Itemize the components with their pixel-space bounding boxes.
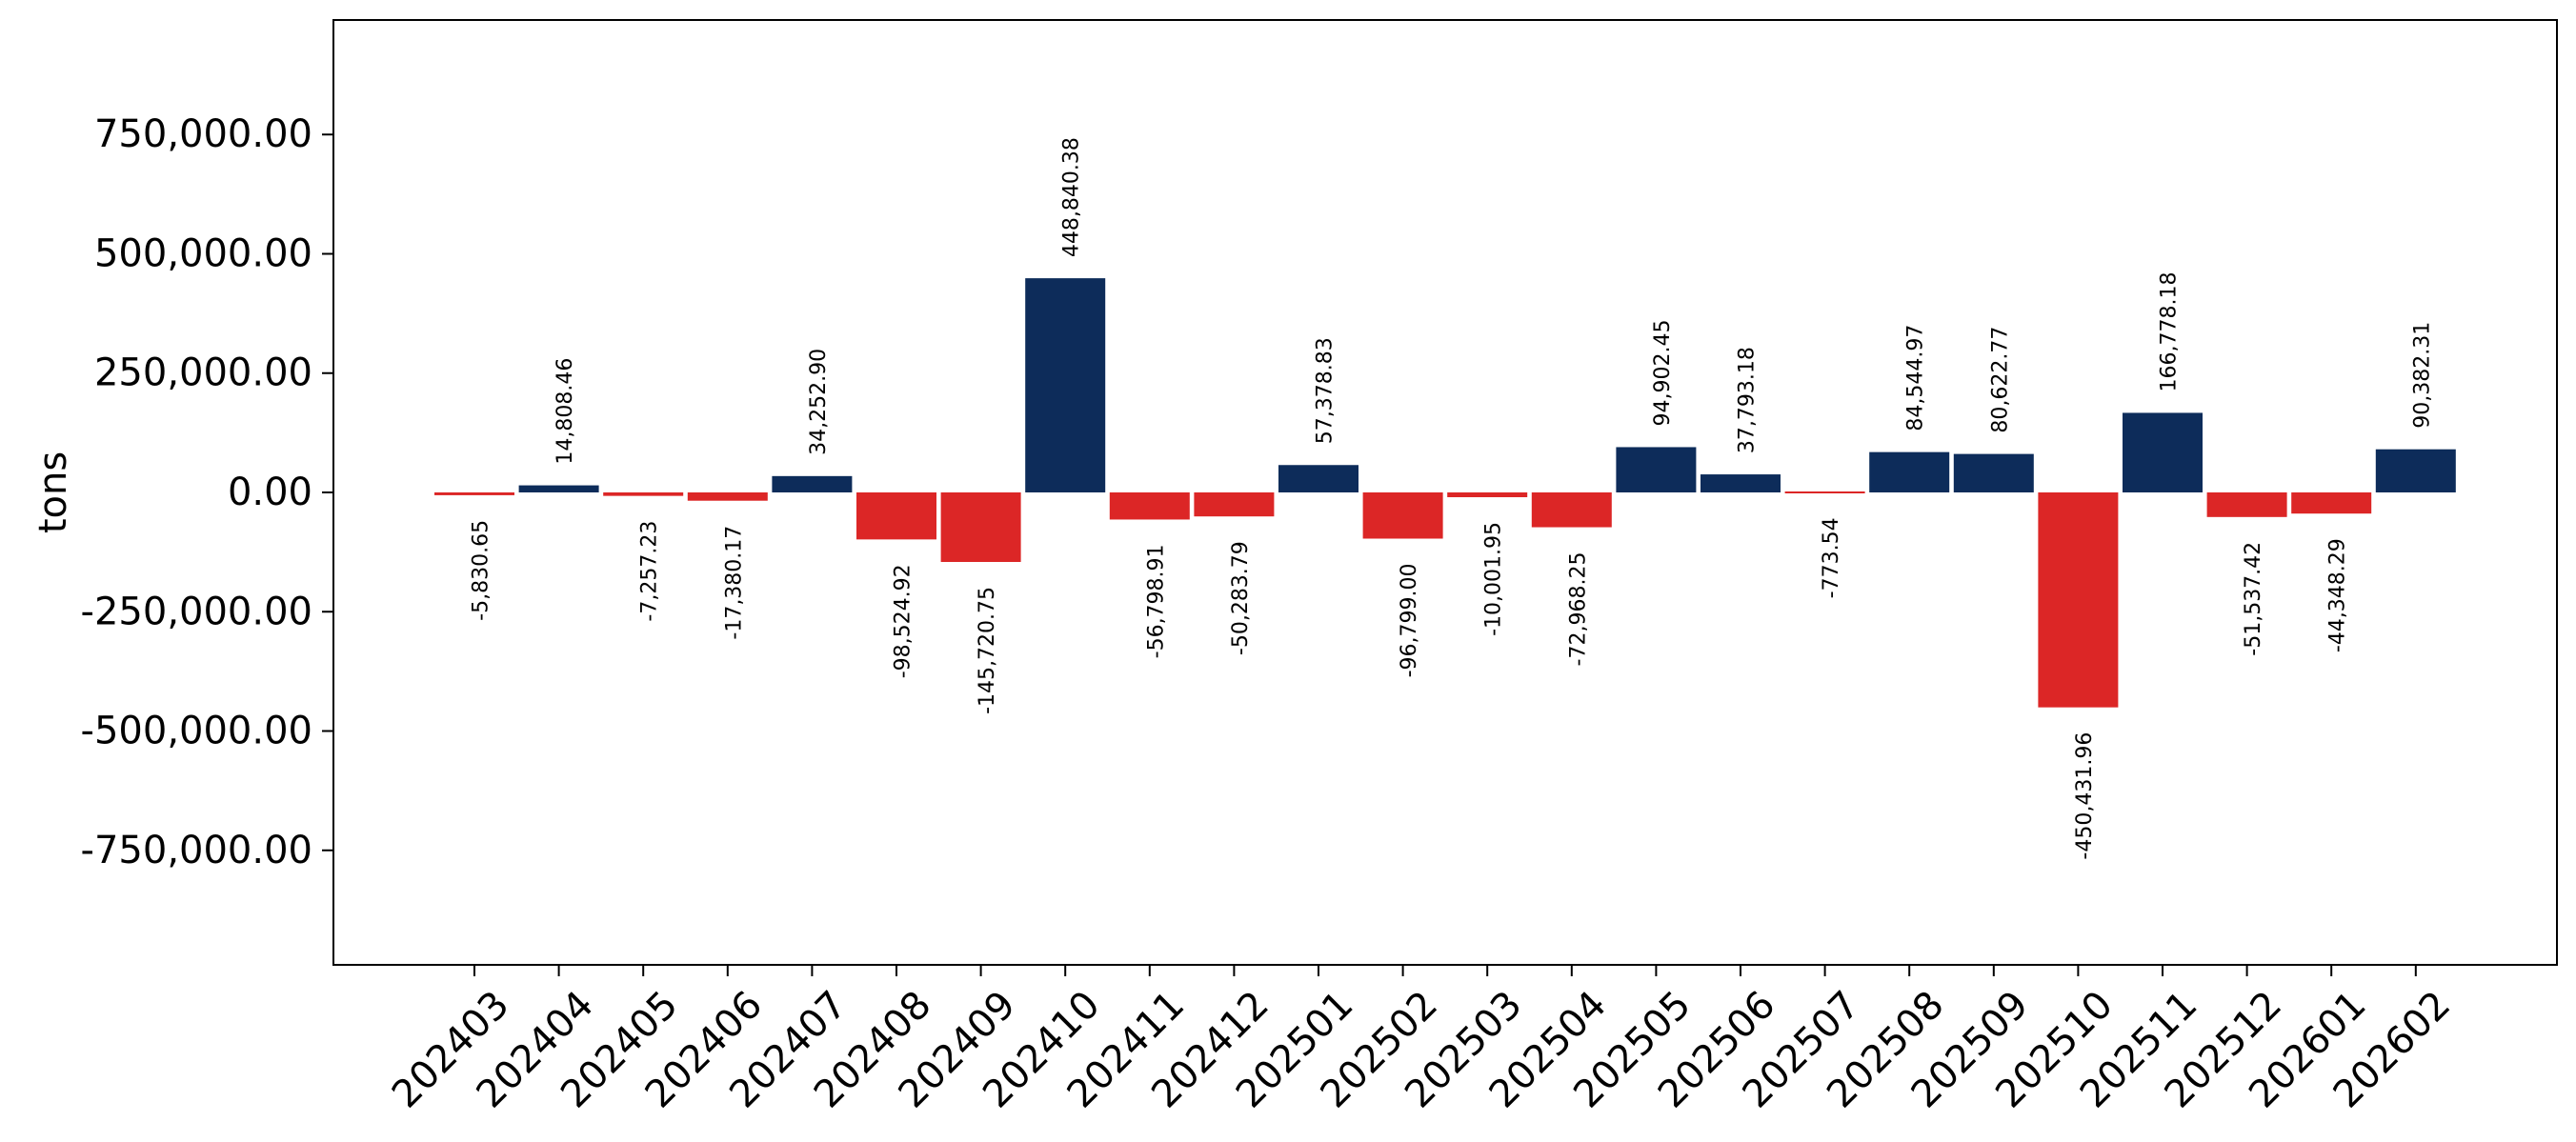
bar-202406	[687, 492, 768, 501]
data-label: -773.54	[1820, 517, 1843, 598]
data-label: -50,283.79	[1229, 541, 1253, 655]
data-label: 94,902.45	[1651, 319, 1675, 426]
bar-202507	[1784, 491, 1865, 493]
data-label: -51,537.42	[2242, 542, 2265, 656]
data-label: 448,840.38	[1060, 137, 1084, 257]
bar-202404	[518, 485, 599, 492]
data-label: -72,968.25	[1566, 552, 1590, 667]
bar-202403	[434, 492, 514, 495]
bar-202503	[1447, 492, 1528, 498]
bar-202602	[2375, 449, 2456, 492]
y-tick-label: 750,000.00	[94, 112, 312, 156]
data-label: -7,257.23	[638, 521, 662, 622]
bar-202504	[1531, 492, 1612, 528]
x-axis: 2024032024042024052024062024072024082024…	[384, 965, 2459, 1116]
data-label: -44,348.29	[2326, 538, 2350, 652]
bar-202410	[1025, 278, 1106, 492]
bar-202408	[856, 492, 936, 540]
data-label: -56,798.91	[1144, 544, 1168, 658]
bar-202411	[1109, 492, 1190, 520]
bar-202501	[1278, 465, 1358, 492]
data-label: -5,830.65	[470, 520, 493, 621]
bar-202512	[2206, 492, 2287, 517]
data-label: -145,720.75	[976, 587, 999, 714]
data-label: -98,524.92	[892, 564, 916, 678]
data-label: -450,431.96	[2073, 732, 2097, 860]
data-label: -96,799.00	[1398, 563, 1421, 677]
data-label: 37,793.18	[1736, 347, 1760, 453]
bar-202601	[2291, 492, 2372, 514]
y-tick-label: -750,000.00	[81, 829, 312, 872]
y-tick-label: 0.00	[228, 471, 312, 514]
bar-202409	[940, 492, 1021, 563]
data-label: 57,378.83	[1314, 337, 1338, 444]
bar-202511	[2123, 412, 2203, 492]
bar-202510	[2038, 492, 2119, 708]
y-tick-label: -500,000.00	[81, 710, 312, 753]
data-labels: -5,830.65 14,808.46 -7,257.23 -17,380.17 34,…	[470, 137, 2435, 859]
data-label: 84,544.97	[1904, 325, 1928, 431]
y-axis: -750,000.00 -500,000.00 -250,000.00 0.00 250…	[81, 112, 333, 872]
bar-202405	[603, 492, 684, 496]
data-label: -10,001.95	[1482, 522, 1506, 636]
data-label: -17,380.17	[722, 526, 746, 640]
data-label: 80,622.77	[1988, 327, 2012, 433]
y-axis-label: tons	[31, 451, 75, 533]
bar-202407	[772, 475, 853, 492]
bar-202508	[1869, 451, 1950, 492]
bars	[434, 278, 2456, 708]
data-label: 90,382.31	[2410, 322, 2434, 429]
data-label: 14,808.46	[553, 358, 577, 465]
y-tick-label: 250,000.00	[94, 351, 312, 395]
bar-202509	[1953, 453, 2034, 492]
bar-202505	[1616, 447, 1697, 492]
bar-202412	[1194, 492, 1275, 517]
bar-202506	[1701, 474, 1781, 492]
data-label: 34,252.90	[807, 349, 831, 455]
y-tick-label: -250,000.00	[81, 590, 312, 633]
bar-202502	[1362, 492, 1443, 539]
data-label: 166,778.18	[2158, 271, 2182, 391]
y-tick-label: 500,000.00	[94, 231, 312, 275]
